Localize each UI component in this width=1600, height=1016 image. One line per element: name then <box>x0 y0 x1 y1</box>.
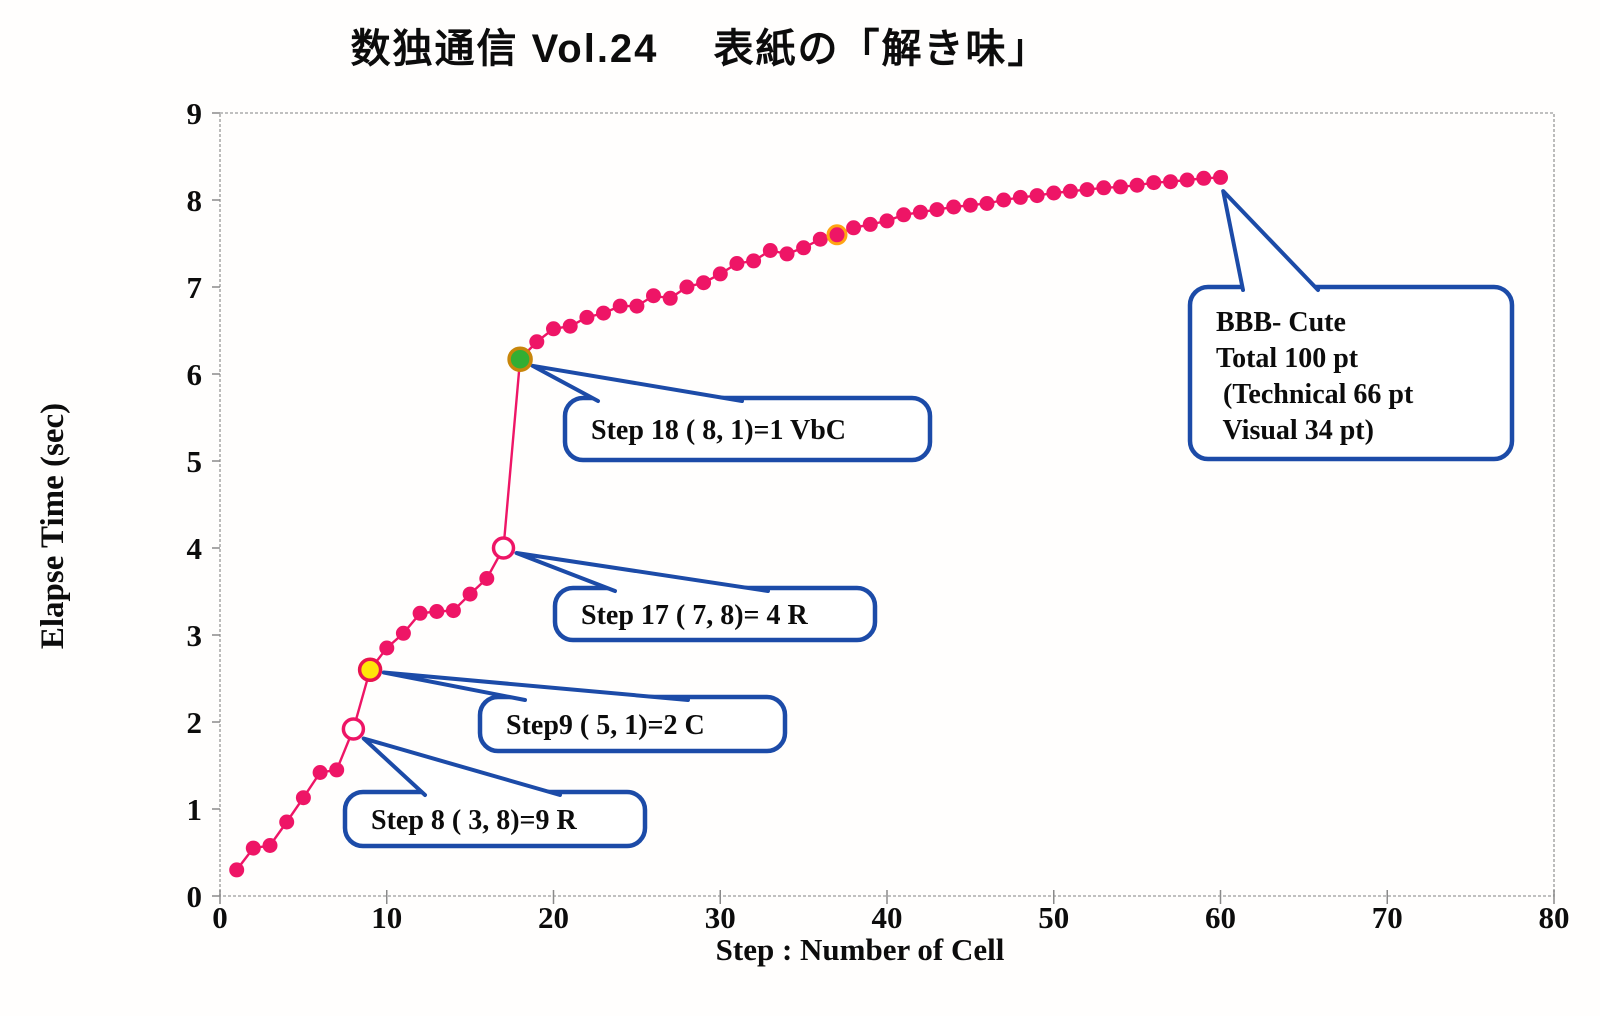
data-point <box>1163 174 1178 190</box>
data-point <box>912 204 928 220</box>
data-point <box>262 838 278 853</box>
data-point <box>1129 177 1145 193</box>
data-point <box>1196 170 1212 186</box>
data-point <box>1113 179 1128 195</box>
chart-title: 数独通信 Vol.24 表紙の「解き味」 <box>350 27 1050 71</box>
data-point <box>862 216 878 232</box>
data-point <box>879 213 895 229</box>
y-tick-label: 0 <box>187 879 203 914</box>
data-point <box>295 790 311 806</box>
data-point <box>1029 188 1045 204</box>
data-point <box>1146 175 1162 191</box>
data-point-open <box>341 717 366 741</box>
data-point <box>379 640 395 656</box>
data-point <box>979 196 995 211</box>
callout-box <box>1187 284 1515 462</box>
x-axis-title: Step : Number of Cell <box>715 932 1005 967</box>
y-tick-label: 7 <box>187 270 203 305</box>
data-point <box>1179 172 1195 188</box>
data-point <box>1012 189 1028 205</box>
callout-beak <box>514 551 770 593</box>
data-point <box>929 202 945 218</box>
plot-border <box>219 112 1555 897</box>
data-point-orange-ring <box>826 224 848 246</box>
data-point <box>546 321 561 337</box>
data-point <box>796 240 812 256</box>
callout-box <box>562 395 933 463</box>
data-point <box>229 862 245 878</box>
y-tick-label: 2 <box>187 705 203 740</box>
callout-beak <box>361 736 562 797</box>
y-tick-label: 4 <box>187 531 203 566</box>
x-tick-label: 0 <box>212 900 228 935</box>
y-tick-label: 3 <box>187 618 203 653</box>
x-tick-label: 30 <box>705 900 736 935</box>
data-point <box>312 765 328 780</box>
data-point <box>395 625 411 641</box>
x-tick-label: 40 <box>872 900 903 935</box>
data-point <box>1213 169 1228 185</box>
callout-beak <box>1221 189 1320 292</box>
data-point <box>1079 182 1095 198</box>
data-point <box>729 256 745 271</box>
data-point <box>996 192 1012 208</box>
data-point <box>646 288 661 304</box>
data-point <box>445 603 461 619</box>
callout-text: Step 17 ( 7, 8)= 4 R <box>581 600 809 631</box>
data-point <box>779 246 795 262</box>
data-point <box>329 762 345 778</box>
x-tick-label: 50 <box>1038 900 1069 935</box>
data-point <box>412 605 428 621</box>
y-tick-label: 5 <box>187 444 203 479</box>
data-point-yellow <box>357 657 383 683</box>
y-tick-label: 1 <box>187 792 203 827</box>
data-point <box>1062 183 1078 199</box>
data-point <box>429 604 445 619</box>
data-point <box>245 840 261 856</box>
x-tick-label: 10 <box>371 900 402 935</box>
data-point-open <box>491 536 516 560</box>
callout-text: Step 18 ( 8, 1)=1 VbC <box>591 415 846 446</box>
data-point <box>662 290 678 306</box>
callout-text: Step 8 ( 3, 8)=9 R <box>371 805 578 836</box>
callout-text: Step9 ( 5, 1)=2 C <box>506 710 705 741</box>
callout-beak <box>381 670 690 702</box>
x-tick-label: 70 <box>1372 900 1403 935</box>
y-tick-label: 8 <box>187 183 203 218</box>
data-point <box>762 243 778 258</box>
data-point <box>812 231 828 247</box>
data-point <box>946 199 962 215</box>
data-point <box>712 266 728 282</box>
data-point <box>962 197 978 213</box>
data-point <box>679 279 695 295</box>
callout-text: BBB- Cute Total 100 pt (Technical 66 pt V… <box>1216 307 1414 446</box>
data-point <box>1096 180 1112 196</box>
data-point-green <box>507 346 533 372</box>
x-tick-label: 20 <box>538 900 569 935</box>
y-tick-label: 6 <box>187 357 203 392</box>
x-tick-label: 60 <box>1205 900 1236 935</box>
data-point <box>462 586 478 602</box>
data-point <box>629 298 645 314</box>
data-point <box>479 571 495 586</box>
y-tick-label: 9 <box>187 96 203 131</box>
data-point <box>1046 185 1062 201</box>
callout-beak <box>530 363 744 403</box>
data-point <box>579 309 595 325</box>
data-point <box>896 207 912 223</box>
data-point <box>612 298 628 314</box>
data-point <box>279 814 295 830</box>
series-line <box>235 176 1221 871</box>
x-tick-label: 80 <box>1539 900 1570 935</box>
data-point <box>529 334 545 350</box>
data-point <box>562 318 578 334</box>
data-point <box>596 305 611 321</box>
data-point <box>746 253 762 269</box>
data-point <box>846 220 862 236</box>
data-point <box>696 275 712 291</box>
